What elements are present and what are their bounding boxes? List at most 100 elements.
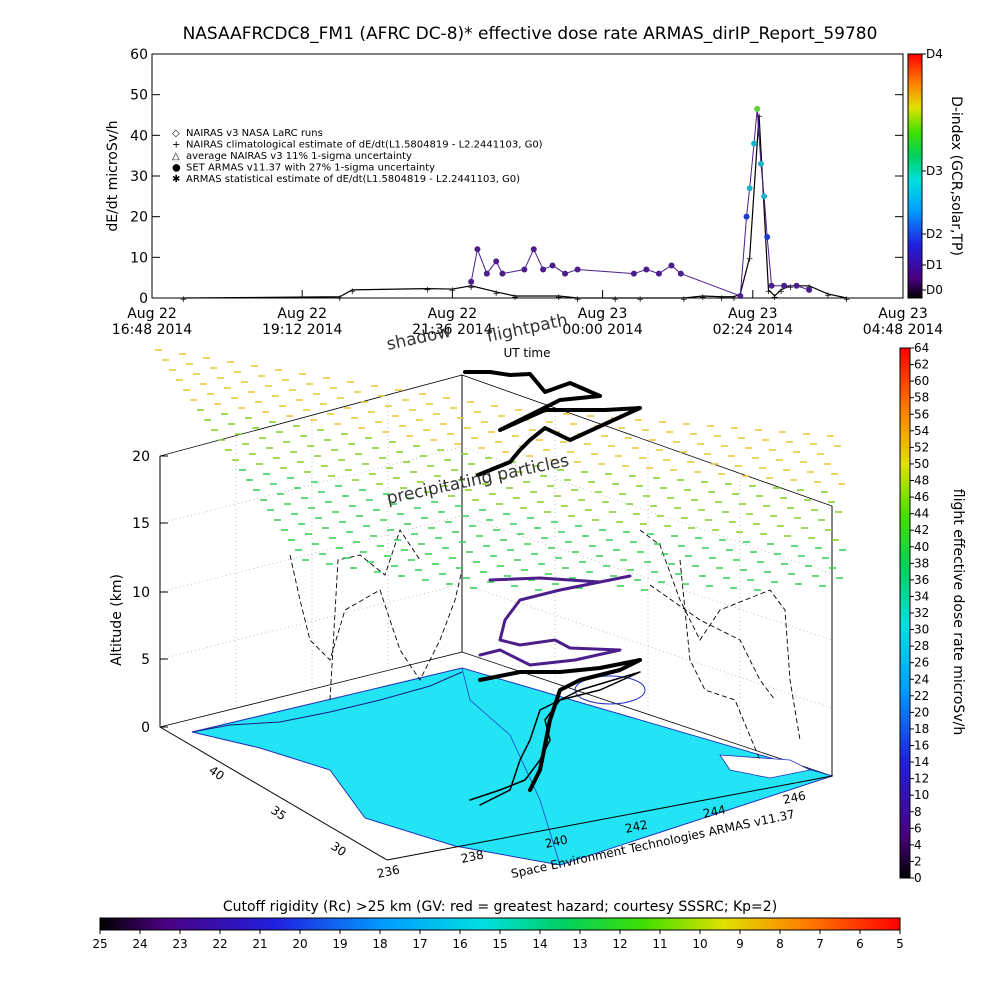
rc-colorbar-tick-label: 14 [532,937,547,951]
latitude-tick-label: 40 [206,763,227,783]
dose-colorbar-tick-label: 0 [914,871,922,885]
flightpath-mid [478,574,632,667]
altitude-tick-label: 5 [141,652,150,668]
longitude-tick-label: 240 [544,832,569,850]
series-point-nairas: + [467,283,475,293]
chart-title: NASAAFRCDC8_FM1 (AFRC DC-8)* effective d… [183,24,878,44]
dose-colorbar-tick-label: 54 [914,424,929,438]
longitude-tick-label: 242 [624,817,649,835]
x-tick-label-time: 21:36 2014 [412,322,493,338]
rc-colorbar-tick-label: 10 [692,937,707,951]
dose-colorbar-tick-label: 6 [914,821,922,835]
longitude-tick-label: 236 [376,862,401,880]
legend-entry: SET ARMAS v11.37 with 27% 1-sigma uncert… [186,163,435,174]
series-point-nairas: + [755,112,763,122]
rc-colorbar-tick-label: 11 [652,937,667,951]
cutoff-rigidity-ticks: 25 24 23 22 21 20 19 18 17 16 15 14 13 12 11 10 9 8 7 6 5 [92,930,904,951]
x-tick-label-date: Aug 23 [878,306,928,322]
dose-rate-colorbar-label: flight effective dose rate microSv/h [950,489,966,735]
dose-colorbar-tick-label: 34 [914,589,929,603]
series-point-armas [668,262,675,269]
dose-colorbar-tick-label: 4 [914,838,922,852]
dose-colorbar-tick-label: 48 [914,474,929,488]
series-point-armas [493,258,500,265]
series-point-nairas: + [824,291,832,301]
series-point-armas [574,266,581,273]
series-point-nairas: + [718,294,726,304]
legend-symbol: ◇ [172,128,180,139]
latitude-tick-label: 35 [268,803,289,823]
x-tick-label-date: Aug 22 [127,306,177,322]
series-point-armas [630,270,637,277]
flightpath-low [478,658,642,792]
dose-colorbar-tick-label: 36 [914,573,929,587]
dose-colorbar-tick-label: 62 [914,358,929,372]
series-point-armas [499,270,506,277]
series-point-armas [530,246,537,253]
d-index-tick-label: D2 [926,227,943,241]
y-tick-label: 20 [130,210,148,226]
series-point-nairas: + [730,294,738,304]
series-point-nairas: + [611,295,619,305]
series-point-armas [746,185,753,192]
rc-colorbar-tick-label: 21 [252,937,267,951]
legend-symbol: ✱ [172,174,180,185]
rc-colorbar-tick-label: 13 [572,937,587,951]
altitude-tick-label: 15 [132,516,150,532]
d-index-ticks: D0 D1 D2 D3 D4 [922,47,943,297]
dose-colorbar-tick-label: 2 [914,854,922,868]
series-point-nairas: + [449,286,457,296]
dose-colorbar-tick-label: 22 [914,689,929,703]
y-tick-label: 50 [130,88,148,104]
longitude-tick-label: 238 [460,847,485,865]
dose-colorbar-tick-label: 30 [914,623,929,637]
dose-colorbar-tick-label: 44 [914,507,929,521]
dose-colorbar-tick-label: 18 [914,722,929,736]
series-point-armas [764,234,771,240]
dose-colorbar-tick-label: 20 [914,705,929,719]
y-tick-label: 0 [139,291,148,307]
back-wall-left [159,374,463,728]
series-point-nairas: + [765,287,773,297]
series-point-armas [806,286,813,293]
series-point-nairas: + [746,254,754,264]
series-point-armas [793,282,800,289]
series-point-armas [757,160,764,167]
altitude-tick-label: 10 [132,585,150,601]
series-point-nairas: + [680,295,688,305]
dose-colorbar-tick-label: 46 [914,490,929,504]
series-point-nairas: + [771,293,779,303]
dose-colorbar-tick-label: 40 [914,540,929,554]
series-point-armas [751,140,758,147]
top-x-axis-label: UT time [503,346,550,360]
lake-region [719,754,812,779]
lat-axis [159,726,388,861]
series-point-nairas: + [843,295,851,305]
dose-colorbar-tick-label: 60 [914,374,929,388]
legend-symbol: ● [172,163,181,174]
dose-rate-colorbar [899,347,911,879]
rc-colorbar-tick-label: 17 [412,937,427,951]
series-point-nairas: + [180,295,188,305]
dose-colorbar-tick-label: 52 [914,440,929,454]
series-point-armas [549,262,556,269]
series-point-armas [761,193,768,200]
series-point-nairas: + [574,295,582,305]
rc-colorbar-tick-label: 22 [212,937,227,951]
series-point-armas [677,270,684,277]
series-point-nairas: + [777,287,785,297]
x-tick-label-date: Aug 23 [728,306,778,322]
series-point-armas [483,270,490,277]
altitude-tick-label: 0 [141,720,150,736]
rc-colorbar-tick-label: 15 [492,937,507,951]
dose-colorbar-tick-label: 16 [914,739,929,753]
d-index-tick-label: D4 [926,47,943,61]
longitude-ticks: 236 238 240 242 244 246 [376,788,807,880]
legend-entry: ARMAS statistical estimate of dE/dt(L1.5… [186,174,520,185]
series-point-armas [562,270,569,277]
series-point-armas [521,266,528,273]
series-point-nairas: + [511,293,519,303]
